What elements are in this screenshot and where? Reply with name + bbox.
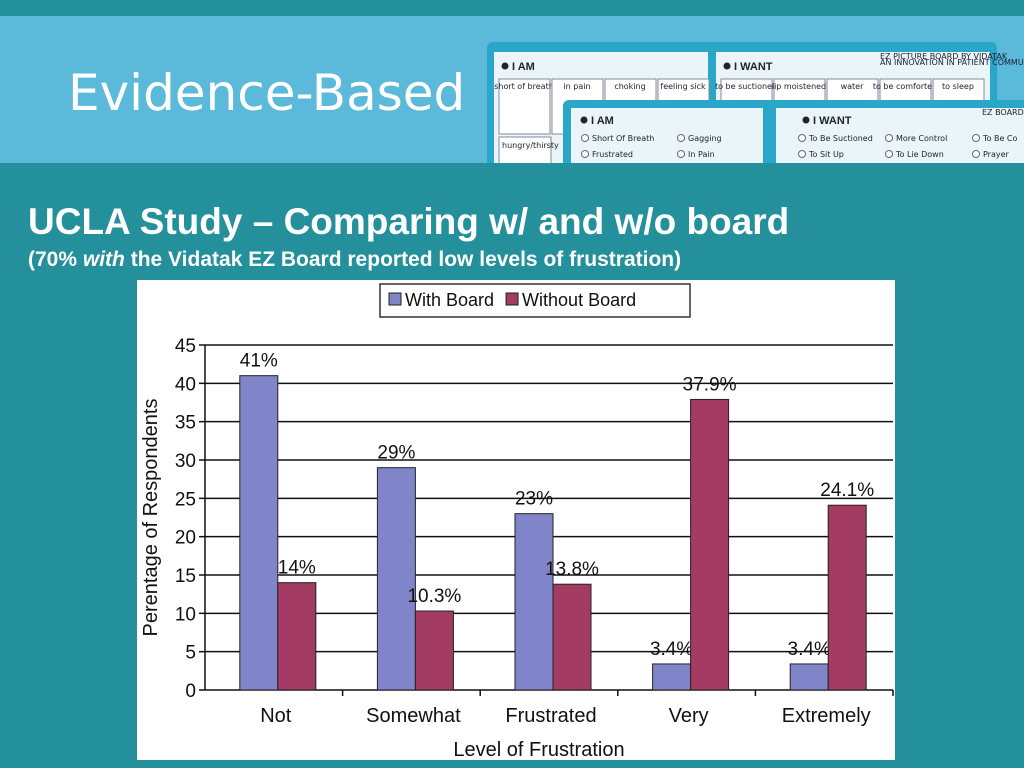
board-option: Prayer <box>983 150 1010 159</box>
value-label: 24.1% <box>820 480 874 501</box>
x-axis-label: Level of Frustration <box>453 739 624 761</box>
value-label: 13.8% <box>545 559 599 580</box>
subtitle-text: (70% <box>28 248 77 271</box>
x-tick-label: Somewhat <box>366 705 461 727</box>
board-option: In Pain <box>688 150 715 159</box>
legend <box>379 283 691 318</box>
board-cell-label: to be comforted <box>873 82 937 91</box>
board-label: I AM <box>512 61 535 73</box>
y-tick-label: 0 <box>185 681 196 702</box>
bullet <box>802 116 810 124</box>
bullet <box>501 62 509 70</box>
y-axis-label: Perentage of Respondents <box>140 399 162 637</box>
value-label: 29% <box>377 443 415 464</box>
y-tick-label: 15 <box>175 566 196 587</box>
board-option: More Control <box>896 134 947 143</box>
board-option: To Be Co <box>982 134 1018 143</box>
bar <box>514 513 554 691</box>
subtitle-text: the Vidatak EZ Board reported low levels… <box>131 248 681 271</box>
y-tick-label: 45 <box>175 336 196 357</box>
y-tick-label: 30 <box>175 451 196 472</box>
board-tagline: AN INNOVATION IN PATIENT COMMUNICATION <box>880 58 1024 67</box>
bar <box>827 504 867 691</box>
y-tick-label: 10 <box>175 604 196 625</box>
board-panel <box>776 108 1024 163</box>
board-cell-label: water <box>841 82 865 91</box>
y-tick-label: 35 <box>175 413 196 434</box>
legend-label: Without Board <box>522 290 636 310</box>
chart: 0 5 10 15 20 25 30 35 40 45 Not 41% 14% Somewhat 29% 10… <box>140 283 894 761</box>
radio <box>972 134 980 142</box>
radio <box>972 150 980 158</box>
board-cell <box>498 136 552 163</box>
board-cell-label: short of breath <box>494 82 554 91</box>
y-tick-label: 5 <box>185 643 196 664</box>
radio <box>581 150 589 158</box>
board-option: To Be Suctioned <box>808 134 873 143</box>
board-cell-label: choking <box>614 82 645 91</box>
value-label: 37.9% <box>683 374 737 395</box>
bar <box>789 663 829 691</box>
bar <box>239 375 279 691</box>
radio <box>885 134 893 142</box>
board-cell-label: to sleep <box>942 82 974 91</box>
board-option: To Sit Up <box>808 150 844 159</box>
bar <box>277 582 317 691</box>
bar <box>552 583 592 691</box>
board-option: Short Of Breath <box>592 134 654 143</box>
board-label: I AM <box>591 115 614 127</box>
subtitle-emphasis: with <box>83 248 125 271</box>
board-cell-label: to be suctioned <box>715 82 777 91</box>
radio <box>885 150 893 158</box>
bar <box>652 663 692 691</box>
board-brand: EZ BOARD BY VI <box>982 108 1024 117</box>
bullet <box>723 62 731 70</box>
board-cell-label: lip moistened <box>772 82 826 91</box>
bar <box>414 610 454 691</box>
value-label: 14% <box>278 558 316 579</box>
value-label: 10.3% <box>407 586 461 607</box>
board-cell-label: hungry/thirsty <box>502 141 559 150</box>
board-option: To Lie Down <box>895 150 944 159</box>
x-tick-label: Frustrated <box>505 705 596 727</box>
slide-title: UCLA Study – Comparing w/ and w/o board <box>28 201 789 242</box>
radio <box>798 134 806 142</box>
value-label: 23% <box>515 489 553 510</box>
value-label: 3.4% <box>650 639 693 660</box>
y-tick-label: 40 <box>175 374 196 395</box>
radio <box>677 150 685 158</box>
heading: Evidence-Based <box>68 64 465 122</box>
board-option: Frustrated <box>592 150 633 159</box>
value-label: 41% <box>240 351 278 372</box>
bullet <box>580 116 588 124</box>
slide-subtitle: (70% with the Vidatak EZ Board reported … <box>28 248 681 271</box>
board-label: I WANT <box>813 115 852 127</box>
radio <box>798 150 806 158</box>
value-label: 3.4% <box>788 639 831 660</box>
y-tick-label: 20 <box>175 528 196 549</box>
board-label: I WANT <box>734 61 773 73</box>
legend-label: With Board <box>405 290 494 310</box>
board-cell-label: feeling sick <box>660 82 706 91</box>
bar <box>376 467 416 691</box>
legend-swatch <box>388 292 402 306</box>
board-image: I AM I WANT EZ PICTURE BOARD BY VIDATAK … <box>487 42 1024 163</box>
bar <box>690 398 730 691</box>
board-cell <box>498 78 551 135</box>
x-tick-label: Extremely <box>782 705 871 727</box>
radio <box>677 134 685 142</box>
board-brand: EZ PICTURE BOARD BY VIDATAK <box>880 52 1008 61</box>
y-tick-label: 25 <box>175 489 196 510</box>
board-option: Gagging <box>688 134 722 143</box>
legend-swatch <box>505 292 519 306</box>
board-panel <box>571 108 763 163</box>
x-tick-label: Very <box>669 705 709 727</box>
radio <box>581 134 589 142</box>
x-tick-label: Not <box>260 705 292 727</box>
board-cell-label: in pain <box>563 82 590 91</box>
